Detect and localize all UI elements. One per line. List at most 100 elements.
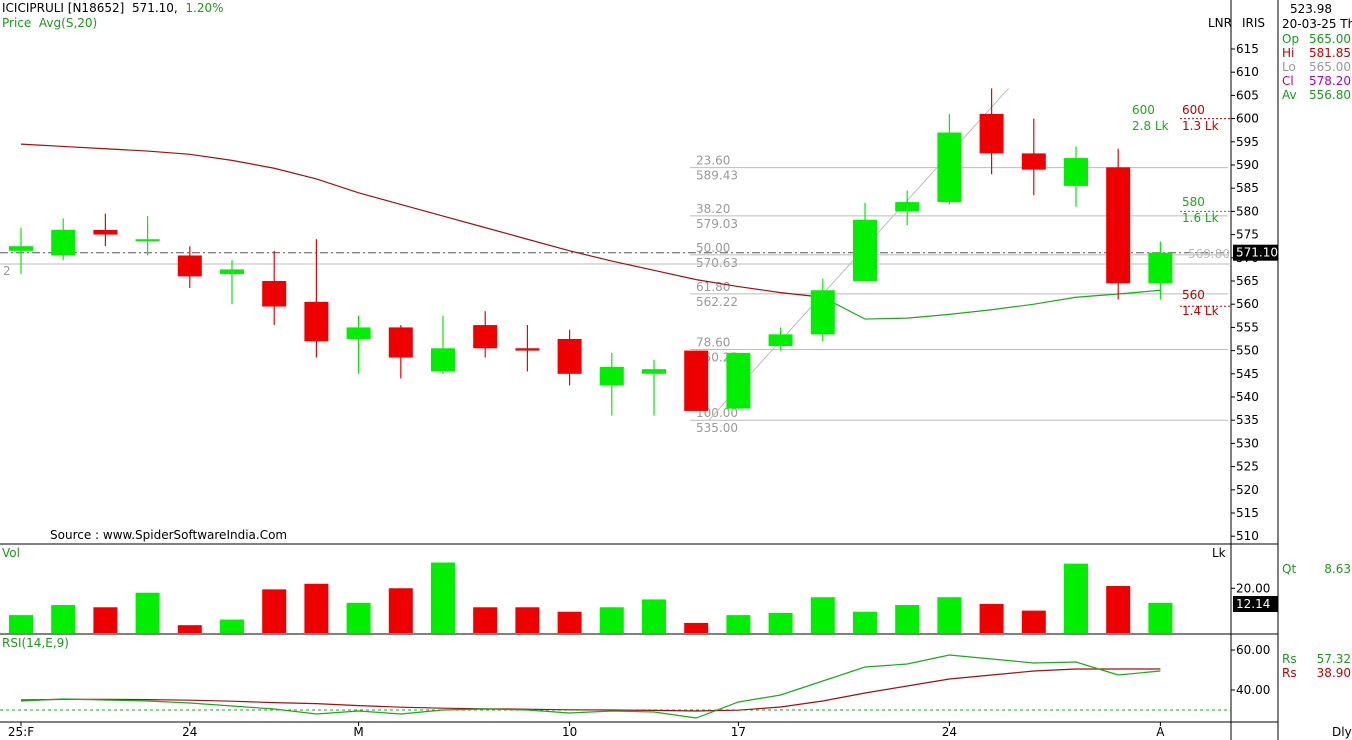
source-credit: Source : www.SpiderSoftwareIndia.Com xyxy=(50,528,288,542)
ohlc-low-label: Lo xyxy=(1282,60,1296,74)
ohlc-open-label: Op xyxy=(1282,32,1300,46)
candle-body xyxy=(684,350,709,411)
candle-body xyxy=(388,327,413,358)
fib-level-pct: 23.60 xyxy=(696,154,730,168)
candle-body xyxy=(135,239,160,242)
date-tick-label: 10 xyxy=(562,725,577,739)
qt-value: 8.63 xyxy=(1324,562,1351,576)
reference-line-label: 569.80 xyxy=(1188,247,1230,261)
volume-bar xyxy=(1106,586,1131,633)
volume-bar xyxy=(557,611,582,633)
price-tick-label: 615 xyxy=(1236,42,1259,56)
volume-bar xyxy=(853,611,877,633)
volume-bar xyxy=(1021,610,1046,633)
price-tick-label: 540 xyxy=(1236,390,1259,404)
candle-body xyxy=(346,327,371,339)
avg-legend-label: Avg(S,20) xyxy=(38,16,98,30)
fib-level-price: 535.00 xyxy=(696,421,738,435)
candle-body xyxy=(937,132,962,203)
candle-body xyxy=(642,369,666,374)
fib-level-price: 570.63 xyxy=(696,256,738,270)
price-tick-label: 515 xyxy=(1236,506,1259,520)
volume-bar xyxy=(135,592,160,633)
candle-body xyxy=(1106,167,1131,284)
rsi-signal-line xyxy=(20,668,1161,712)
volume-bar xyxy=(9,615,33,633)
volume-bar xyxy=(388,588,413,633)
ohlc-close-value: 578.20 xyxy=(1309,74,1351,88)
volume-tag-bg xyxy=(1233,596,1278,612)
volume-bar xyxy=(979,603,1004,633)
price-tick-label: 600 xyxy=(1236,112,1259,126)
volume-bar xyxy=(262,589,287,633)
rsi-value-1: 57.32 xyxy=(1316,652,1351,666)
volume-bar xyxy=(726,615,751,633)
volume-tick-label: 20.00 xyxy=(1236,581,1270,595)
candle-body xyxy=(726,352,751,409)
candle-body xyxy=(853,219,877,281)
date-tick-label: 24 xyxy=(182,725,197,739)
fib-level-price: 579.03 xyxy=(696,217,738,231)
volume-bar xyxy=(895,605,920,633)
volume-label: Vol xyxy=(2,546,20,560)
candle-body xyxy=(979,113,1004,154)
volume-bar xyxy=(304,583,329,633)
price-tick-label: 530 xyxy=(1236,436,1259,450)
price-legend-label: Price xyxy=(2,16,32,30)
rsi-line xyxy=(20,654,1161,719)
iris-toggle[interactable]: IRIS xyxy=(1242,16,1266,30)
indicator-legend: Price Avg(S,20) xyxy=(2,16,97,30)
change-percent: 1.20% xyxy=(185,1,224,15)
left-marker: 2 xyxy=(3,264,11,278)
candle-body xyxy=(515,348,540,351)
cursor-date: 20-03-25 Th xyxy=(1282,17,1352,31)
rsi-label: RSI(14,E,9) xyxy=(2,636,69,650)
price-tick-label: 555 xyxy=(1236,320,1259,334)
candle-body xyxy=(473,325,498,349)
price-tick-label: 525 xyxy=(1236,460,1259,474)
fib-level-pct: 38.20 xyxy=(696,202,730,216)
oi-amount-label: 1.4 Lk xyxy=(1182,304,1219,318)
volume-bar xyxy=(937,597,962,633)
cursor-value: 523.98 xyxy=(1290,2,1332,16)
fib-level-price: 589.43 xyxy=(696,169,738,183)
volume-bar xyxy=(220,619,244,633)
price-tick-label: 560 xyxy=(1236,297,1259,311)
candle-body xyxy=(1148,252,1173,284)
ltp-tag-bg xyxy=(1233,244,1278,261)
oi-amount-label: 1.6 Lk xyxy=(1182,211,1219,225)
candle-body xyxy=(51,229,76,256)
volume-bar xyxy=(431,562,455,633)
moving-average-line xyxy=(822,289,1161,320)
price-tick-label: 585 xyxy=(1236,181,1259,195)
price-tick-label: 580 xyxy=(1236,204,1259,218)
oi-strike-label: 600 xyxy=(1132,103,1155,117)
price-tick-label: 610 xyxy=(1236,65,1259,79)
oi-amount-label: 2.8 Lk xyxy=(1132,119,1169,133)
volume-bar xyxy=(515,607,540,633)
ohlc-low-value: 565.00 xyxy=(1309,60,1351,74)
volume-bar xyxy=(51,605,76,633)
interval-label[interactable]: Dly xyxy=(1332,725,1352,739)
moving-average-line xyxy=(20,143,823,298)
price-tick-label: 535 xyxy=(1236,413,1259,427)
date-tick-label: 24 xyxy=(942,725,957,739)
date-tick-label: 25:F xyxy=(8,725,34,739)
ohlc-avg-label: Av xyxy=(1282,88,1297,102)
candle-body xyxy=(1064,158,1088,186)
candle-body xyxy=(220,269,244,275)
candle-body xyxy=(557,339,582,374)
oi-strike-label: 600 xyxy=(1182,103,1205,117)
oi-strike-label: 560 xyxy=(1182,288,1205,302)
price-tick-label: 565 xyxy=(1236,274,1259,288)
price-tick-label: 595 xyxy=(1236,135,1259,149)
rsi-tick-label: 60.00 xyxy=(1236,643,1270,657)
lnr-toggle[interactable]: LNR xyxy=(1208,16,1232,30)
volume-bar xyxy=(642,599,666,633)
price-tick-label: 545 xyxy=(1236,367,1259,381)
rsi-tick-label: 40.00 xyxy=(1236,683,1270,697)
price-tick-label: 510 xyxy=(1236,529,1259,543)
volume-bar xyxy=(93,607,118,633)
price-tick-label: 575 xyxy=(1236,228,1259,242)
